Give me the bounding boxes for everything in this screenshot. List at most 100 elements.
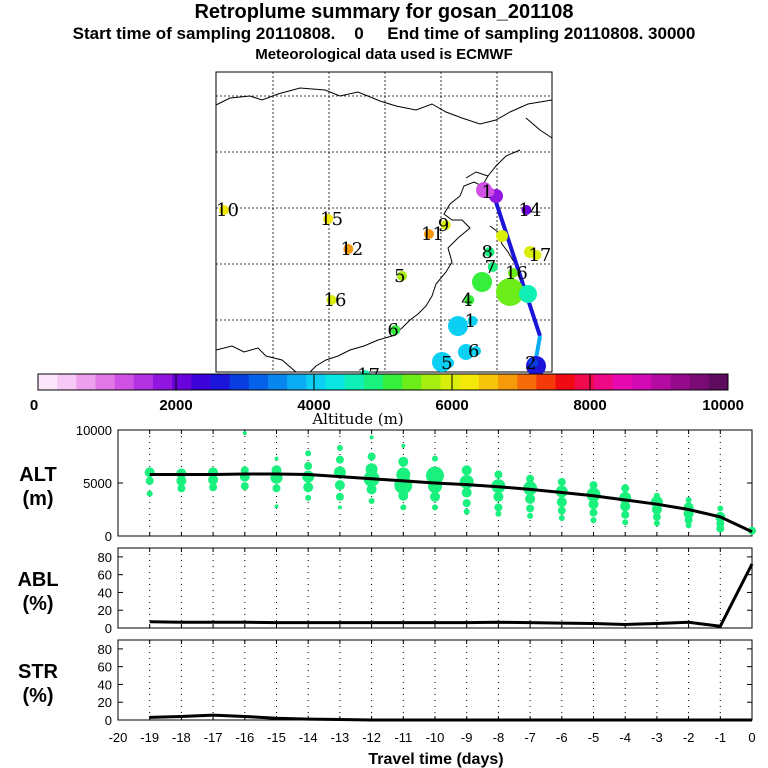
altitude-point	[525, 493, 536, 504]
map-frame	[215, 71, 553, 373]
colorbar-cell	[191, 374, 211, 390]
day-label: 15	[320, 209, 343, 230]
day-label: 17	[528, 245, 551, 266]
altitude-point	[526, 474, 535, 483]
altitude-point	[558, 514, 565, 521]
y-tick-label: 40	[98, 677, 112, 692]
day-label: 1	[481, 182, 492, 203]
colorbar-cell	[363, 374, 384, 390]
altitude-point	[302, 470, 315, 483]
colorbar-border	[37, 373, 729, 391]
altitude-point	[305, 494, 312, 501]
str-series-line	[149, 713, 752, 722]
altitude-point	[495, 510, 502, 517]
colorbar-cell	[670, 374, 691, 390]
altitude-point	[461, 465, 472, 476]
altitude-point	[588, 499, 599, 510]
trajectory-point	[472, 272, 492, 292]
colorbar-cell	[651, 374, 671, 390]
altitude-point	[208, 474, 219, 485]
altitude-point	[335, 455, 344, 464]
day-label-marker	[390, 325, 401, 335]
x-tick-label: 0	[748, 730, 755, 745]
altitude-point	[401, 443, 406, 448]
altitude-point	[337, 505, 342, 510]
altitude-point	[145, 476, 154, 485]
colorbar-tick-label: 0	[30, 397, 38, 414]
colorbar-cell	[574, 374, 595, 390]
x-tick-label: -14	[299, 730, 318, 745]
altitude-point	[426, 466, 444, 485]
colorbar-cell	[248, 374, 269, 390]
altitude-point	[177, 484, 186, 493]
day-label: 12	[340, 239, 363, 260]
day-label-marker	[528, 358, 539, 368]
abl-panel: 0 20 40 60 80 ABL(%)	[17, 547, 754, 636]
y-tick-label: 0	[105, 713, 112, 728]
mean-altitude-line	[149, 472, 753, 534]
y-axis-label: STR	[18, 661, 59, 683]
colorbar-cell	[133, 374, 154, 390]
day-label-marker	[440, 220, 451, 230]
altitude-point	[176, 475, 187, 486]
colorbar-cell	[287, 374, 307, 390]
meteo-data-subtitle: Meteorological data used is ECMWF	[255, 46, 513, 63]
altitude-point	[304, 462, 313, 471]
altitude-point	[242, 431, 247, 436]
altitude-point	[303, 482, 314, 493]
x-tick-label: -10	[426, 730, 445, 745]
colorbar-cell	[440, 374, 461, 390]
x-tick-label: -12	[362, 730, 381, 745]
day-label-marker	[487, 262, 498, 272]
altitude-point	[336, 445, 343, 452]
altitude-point	[462, 499, 471, 508]
altitude-point	[368, 498, 375, 505]
altitude-point	[272, 484, 281, 493]
altitude-point	[459, 474, 474, 489]
altitude-point	[526, 504, 535, 513]
x-tick-label: -13	[331, 730, 350, 745]
colorbar-cell	[689, 374, 710, 390]
y-tick-label: 5000	[83, 476, 112, 491]
day-label-marker	[521, 205, 532, 215]
day-label: 16	[505, 263, 528, 284]
x-tick-label: -5	[588, 730, 600, 745]
colorbar-cell	[153, 374, 173, 390]
colorbar-cell	[268, 374, 288, 390]
day-label: 10	[216, 200, 239, 221]
altitude-point	[589, 481, 598, 490]
retroplume-map: 10159111251668716171414125617	[215, 71, 553, 386]
day-label: 6	[468, 341, 479, 362]
altitude-point	[398, 456, 409, 467]
altitude-point	[146, 490, 153, 497]
day-label-marker	[326, 295, 337, 305]
day-label-marker	[464, 295, 475, 305]
altitude-point	[274, 456, 279, 461]
colorbar-cell	[210, 374, 231, 390]
day-label: 8	[481, 242, 492, 263]
altitude-point	[589, 508, 598, 517]
day-label: 7	[485, 257, 496, 278]
colorbar-cell	[555, 374, 576, 390]
altitude-point	[621, 484, 630, 493]
colorbar-cell	[517, 374, 537, 390]
y-axis-label-unit: (%)	[22, 685, 53, 707]
day-label: 5	[394, 266, 405, 287]
colorbar-cell	[708, 374, 729, 390]
trajectory-day-labels: 10159111251668716171414125617	[216, 182, 551, 386]
altitude-point	[622, 519, 629, 526]
trajectory-point	[519, 285, 537, 303]
colorbar-cell	[325, 374, 346, 390]
altitude-point	[556, 497, 567, 508]
day-label: 4	[461, 290, 472, 311]
y-tick-label: 80	[98, 642, 112, 657]
map-graticule	[216, 72, 552, 372]
y-axis-label: ABL	[17, 569, 58, 591]
altitude-point	[620, 501, 631, 512]
altitude-point	[366, 484, 377, 495]
x-tick-label: -11	[394, 730, 412, 745]
colorbar-tick-label: 2000	[159, 397, 192, 414]
x-tick-label: -3	[651, 730, 663, 745]
altitude-point	[527, 512, 534, 519]
